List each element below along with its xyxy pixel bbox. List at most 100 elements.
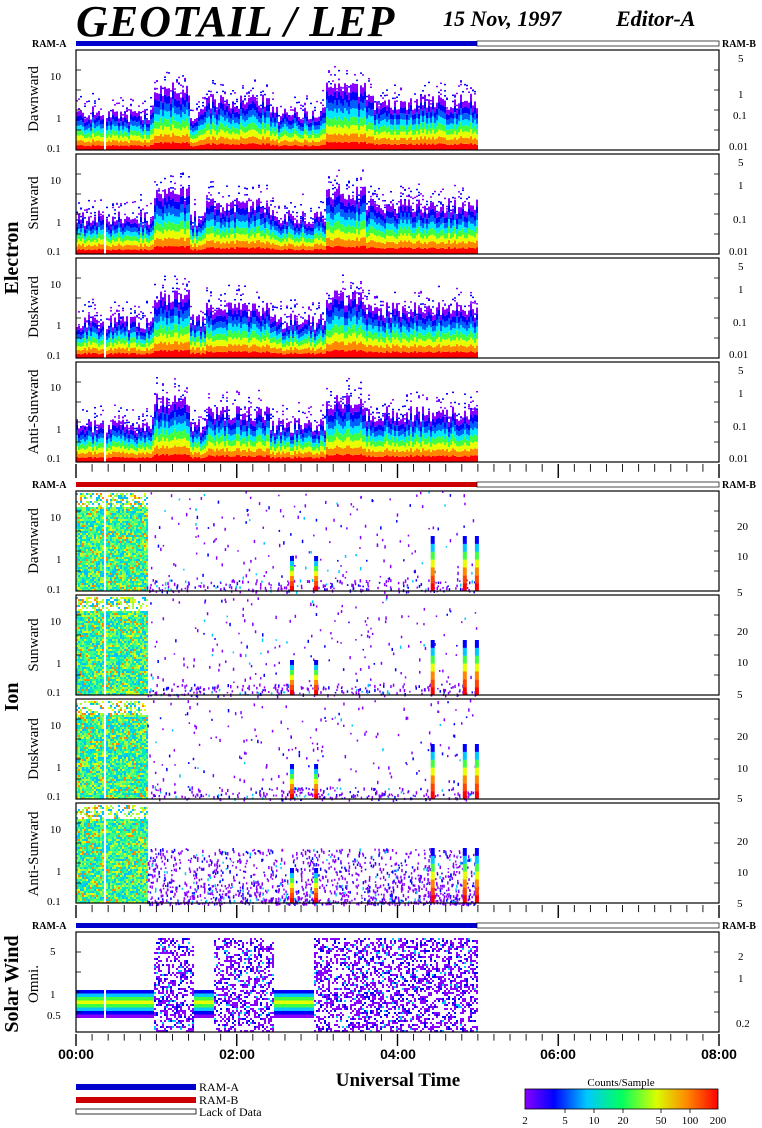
e-cell [188,116,190,123]
e-cell [200,109,202,115]
e-cell [212,347,214,353]
e-cell [158,100,160,108]
e-cell [170,130,172,137]
e-cell [198,111,200,117]
e-cell [406,235,408,242]
e-cell [106,350,108,355]
e-cell [94,216,96,222]
e-cell [446,124,448,130]
e-speck [292,109,294,111]
e-cell [430,128,432,134]
e-cell [444,100,446,107]
e-cell [252,351,254,358]
e-cell [386,144,388,150]
e-cell [436,223,438,229]
e-cell [286,353,288,358]
e-cell [308,127,310,131]
e-cell [136,117,138,123]
e-cell [140,216,142,223]
e-cell [338,212,340,221]
e-cell [134,227,136,232]
e-cell [350,117,352,126]
e-speck [156,297,158,299]
e-cell [102,141,104,146]
e-cell [274,249,276,254]
e-speck [224,300,226,302]
e-cell [238,207,240,215]
e-cell [168,302,170,311]
e-cell [134,115,136,121]
e-cell [474,143,476,150]
e-cell [118,130,120,135]
e-speck [186,283,188,286]
e-cell [368,115,370,123]
e-cell [304,118,306,124]
e-cell [276,326,278,331]
e-cell [294,250,296,254]
e-speck [322,99,324,101]
e-cell [184,247,186,254]
e-cell [210,219,212,227]
e-speck [140,199,142,201]
e-cell [292,132,294,137]
e-cell [200,245,202,250]
e-cell [196,321,198,327]
e-cell [112,244,114,250]
e-cell [240,129,242,137]
e-cell [114,318,116,324]
e-cell [308,250,310,254]
e-cell [182,245,184,254]
e-cell [174,135,176,143]
e-cell [388,241,390,248]
e-cell [106,332,108,337]
e-cell [408,240,410,248]
e-cell [142,347,144,351]
e-cell [334,207,336,215]
e-speck [188,289,190,292]
e-cell [406,124,408,130]
e-speck [94,214,96,217]
e-cell [182,127,184,135]
e-cell [310,342,312,347]
e-cell [274,342,276,348]
e-cell [266,323,268,331]
e-cell [232,339,234,346]
e-cell [406,119,408,125]
e-cell [298,145,300,150]
e-cell [102,244,104,250]
e-cell [314,333,316,337]
e-speck [180,92,182,94]
e-cell [266,130,268,138]
e-cell [462,247,464,254]
e-cell [88,352,90,358]
e-speck [212,80,214,82]
e-cell [232,320,234,327]
e-cell [294,341,296,348]
e-cell [220,327,222,334]
e-cell [158,193,160,201]
e-cell [250,346,252,353]
e-cell [410,98,412,105]
e-speck [388,100,390,103]
e-cell [148,246,150,251]
e-cell [186,294,188,303]
e-cell [242,208,244,215]
e-cell [86,145,88,150]
e-cell [256,119,258,126]
e-cell [326,197,328,206]
e-cell [248,137,250,144]
e-cell [354,213,356,221]
e-speck [386,94,388,96]
e-cell [254,303,256,311]
e-cell [296,241,298,246]
e-cell [88,132,90,137]
e-speck [270,316,272,319]
e-cell [118,216,120,223]
e-cell [108,345,110,350]
e-speck [112,204,114,206]
e-cell [438,129,440,137]
e-cell [86,249,88,254]
e-cell [162,136,164,144]
e-cell [114,343,116,349]
e-cell [240,202,242,209]
